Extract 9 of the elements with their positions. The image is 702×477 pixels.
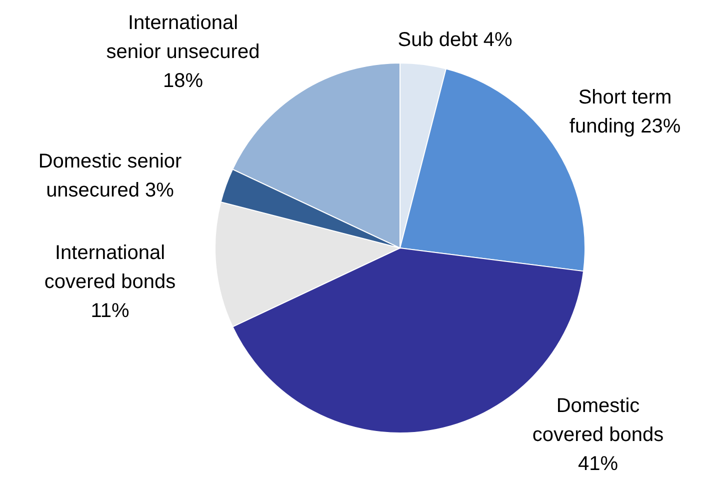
slice-label: International covered bonds (44, 242, 176, 293)
slice-label: Short term funding 23% (569, 86, 681, 138)
data-label: 18% (162, 70, 204, 92)
slice-label: Domestic senior unsecured 3% (38, 150, 182, 202)
slice-label: Sub debt 4% (398, 29, 512, 51)
data-label: 41% (578, 453, 618, 475)
data-label: 11% (90, 300, 130, 322)
slice-label: Domestic covered bonds (532, 395, 664, 446)
slice-label: International senior unsecured (106, 12, 260, 63)
